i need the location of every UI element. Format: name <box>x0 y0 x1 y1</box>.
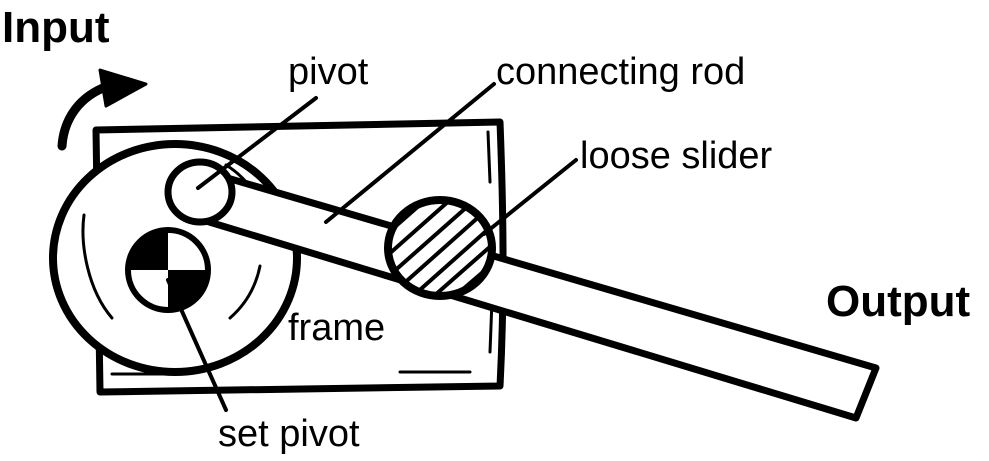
leader-lines <box>166 82 578 412</box>
input-label: Input <box>2 3 110 52</box>
leader-loose-slider <box>482 158 578 236</box>
pivot-label: pivot <box>288 51 369 93</box>
output-label: Output <box>826 277 971 326</box>
input-rotation-arrow <box>57 68 148 151</box>
connecting-rod-label: connecting rod <box>496 51 745 93</box>
leader-set-pivot <box>166 278 228 412</box>
connecting-rod <box>192 166 880 422</box>
leader-connecting-rod <box>324 82 496 224</box>
loose-slider-label: loose slider <box>580 135 773 177</box>
leader-pivot <box>196 96 318 190</box>
set-pivot <box>125 227 211 313</box>
set-pivot-label: set pivot <box>218 413 360 455</box>
moving-pivot <box>164 158 236 226</box>
frame-label: frame <box>288 307 385 349</box>
